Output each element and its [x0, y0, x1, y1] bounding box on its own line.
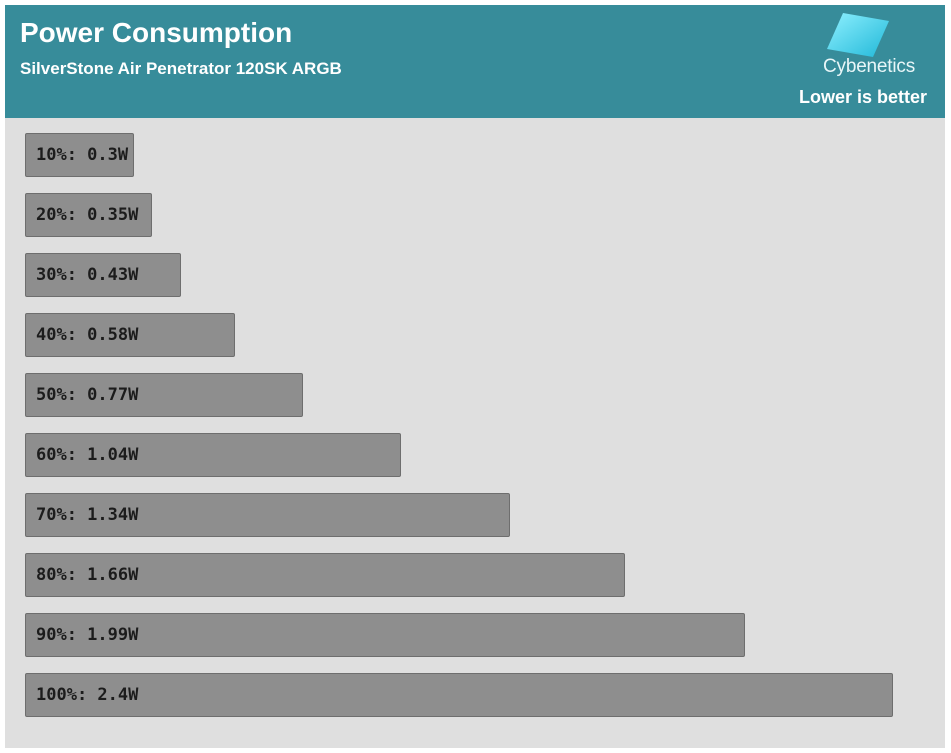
chart-subtitle: SilverStone Air Penetrator 120SK ARGB [20, 59, 342, 78]
logo-wordmark: Cybenetics [823, 56, 915, 77]
lower-is-better-note: Lower is better [798, 87, 927, 107]
bar-10pct [25, 133, 134, 177]
bar-20pct [25, 193, 152, 237]
bar-data-label: 10%: 0.3W [36, 145, 129, 165]
chart-header: Power Consumption SilverStone Air Penetr… [5, 5, 945, 118]
bar-data-label: 100%: 2.4W [36, 685, 139, 705]
bar-data-label: 90%: 1.99W [36, 625, 139, 645]
bar-80pct [25, 553, 625, 597]
bar-data-label: 30%: 0.43W [36, 265, 139, 285]
bar-100pct [25, 673, 893, 717]
bar-data-label: 80%: 1.66W [36, 565, 139, 585]
chart-title: Power Consumption [20, 17, 293, 48]
bar-data-label: 70%: 1.34W [36, 505, 139, 525]
cybenetics-logo-icon [827, 13, 889, 57]
bar-plot-area: 10%: 0.3W 20%: 0.35W 30%: 0.43W 40%: 0.58W 5… [5, 118, 945, 748]
bar-90pct [25, 613, 745, 657]
bar-70pct [25, 493, 510, 537]
chart-frame: Power Consumption SilverStone Air Penetr… [5, 5, 945, 748]
bar-30pct [25, 253, 181, 297]
bar-40pct [25, 313, 235, 357]
bar-data-label: 40%: 0.58W [36, 325, 139, 345]
bar-data-label: 20%: 0.35W [36, 205, 139, 225]
bar-60pct [25, 433, 401, 477]
bar-data-label: 60%: 1.04W [36, 445, 139, 465]
bar-50pct [25, 373, 303, 417]
bar-data-label: 50%: 0.77W [36, 385, 139, 405]
